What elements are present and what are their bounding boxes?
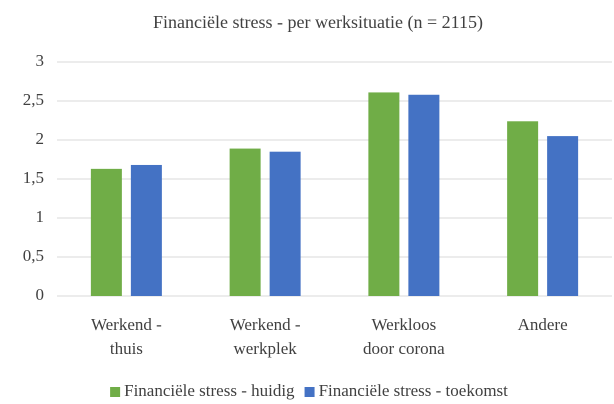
bar — [269, 151, 301, 296]
y-tick-label: 3 — [36, 51, 45, 70]
x-tick-label: Werkend - thuis — [91, 315, 162, 358]
y-tick-label: 0 — [36, 285, 45, 304]
y-tick-label: 1,5 — [23, 168, 44, 187]
bar — [408, 94, 440, 296]
legend-label: Financiële stress - huidig — [124, 381, 295, 400]
y-tick-label: 2,5 — [23, 90, 44, 109]
bar — [507, 121, 539, 296]
x-tick-label: Andere — [518, 315, 568, 334]
x-tick-label: Werkloos door corona — [363, 315, 445, 358]
legend-item: Financiële stress - toekomst — [304, 381, 509, 400]
chart-title: Financiële stress - per werksituatie (n … — [153, 12, 483, 33]
x-tick-label-line: door corona — [363, 339, 445, 358]
bar — [368, 92, 400, 296]
y-tick-label: 1 — [36, 207, 45, 226]
legend-swatch — [110, 387, 121, 397]
x-tick-label-line: Werkend - — [91, 315, 162, 334]
bar — [547, 136, 579, 296]
x-tick-label-line: Werkloos — [372, 315, 437, 334]
x-tick-label-line: thuis — [110, 339, 143, 358]
x-tick-label: Werkend - werkplek — [230, 315, 301, 358]
legend-swatch — [304, 387, 315, 397]
legend-item: Financiële stress - huidig — [110, 381, 295, 400]
bar — [130, 164, 162, 296]
x-tick-label-line: werkplek — [233, 339, 297, 358]
x-tick-label-line: Werkend - — [230, 315, 301, 334]
x-tick-label-line: Andere — [518, 315, 568, 334]
y-tick-label: 2 — [36, 129, 45, 148]
bar — [90, 168, 122, 296]
bar — [229, 148, 261, 296]
y-tick-label: 0,5 — [23, 246, 44, 265]
legend-label: Financiële stress - toekomst — [319, 381, 509, 400]
